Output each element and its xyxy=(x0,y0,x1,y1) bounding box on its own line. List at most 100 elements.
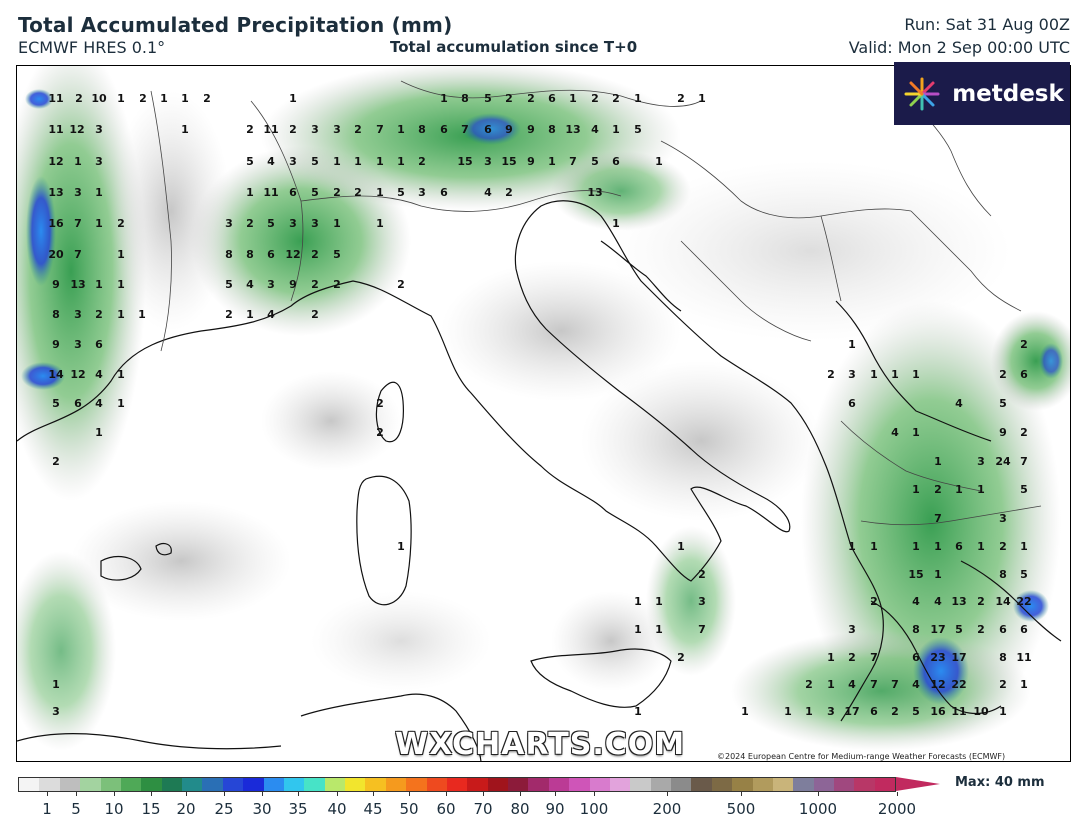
precip-value-label: 1 xyxy=(612,217,620,230)
precip-value-label: 7 xyxy=(376,123,384,136)
precip-value-label: 15 xyxy=(457,155,472,168)
precip-value-label: 3 xyxy=(827,705,835,718)
precip-value-label: 1 xyxy=(397,155,405,168)
precip-value-label: 1 xyxy=(117,248,125,261)
colour-scale-tick-mark xyxy=(47,792,48,796)
precip-value-label: 1 xyxy=(827,651,835,664)
precip-value-label: 2 xyxy=(376,426,384,439)
precip-value-label: 2 xyxy=(698,568,706,581)
precip-value-label: 5 xyxy=(397,186,405,199)
precip-value-label: 3 xyxy=(52,705,60,718)
precip-value-label: 3 xyxy=(698,595,706,608)
precip-value-label: 2 xyxy=(95,308,103,321)
colour-scale-bar xyxy=(18,777,896,792)
precip-value-label: 4 xyxy=(891,426,899,439)
precip-value-label: 7 xyxy=(74,248,82,261)
colour-scale-swatch xyxy=(752,778,773,791)
precip-value-label: 8 xyxy=(52,308,60,321)
precip-value-label: 4 xyxy=(246,278,254,291)
colour-scale-swatch xyxy=(19,778,40,791)
precip-value-label: 1 xyxy=(160,92,168,105)
ecmwf-copyright: ©2024 European Centre for Medium-range W… xyxy=(717,752,1006,761)
precip-value-label: 16 xyxy=(930,705,946,718)
precip-value-label: 5 xyxy=(311,186,319,199)
precip-value-label: 9 xyxy=(505,123,513,136)
precip-value-label: 1 xyxy=(848,338,856,351)
precip-value-label: 13 xyxy=(48,186,63,199)
colour-scale-tick-label: 10 xyxy=(104,800,124,818)
precip-value-label: 10 xyxy=(91,92,107,105)
precip-value-label: 2 xyxy=(977,595,985,608)
precip-value-label: 3 xyxy=(311,217,319,230)
precip-value-label: 1 xyxy=(354,155,362,168)
precip-value-label: 2 xyxy=(333,186,341,199)
precip-value-label: 3 xyxy=(289,155,297,168)
precip-value-label: 2 xyxy=(397,278,405,291)
precip-value-label: 8 xyxy=(548,123,556,136)
colour-scale-swatch xyxy=(385,778,407,791)
precip-value-label: 9 xyxy=(52,278,60,291)
precip-value-label: 1 xyxy=(1020,540,1028,553)
precip-value-label: 1 xyxy=(95,278,103,291)
precip-value-label: 2 xyxy=(225,308,233,321)
colour-scale-swatch xyxy=(508,778,529,791)
colour-scale-swatch xyxy=(80,778,101,791)
precip-value-label: 1 xyxy=(548,155,556,168)
colour-scale-swatch xyxy=(487,778,508,791)
precip-value-label: 8 xyxy=(999,651,1007,664)
precip-value-label: 1 xyxy=(698,92,706,105)
colour-scale-swatch xyxy=(528,778,549,791)
precip-value-label: 6 xyxy=(548,92,556,105)
precip-value-label: 1 xyxy=(440,92,448,105)
precip-value-label: 3 xyxy=(95,155,103,168)
colour-scale-tick-label: 25 xyxy=(214,800,234,818)
precip-value-label: 10 xyxy=(973,705,989,718)
precip-value-label: 6 xyxy=(870,705,878,718)
precip-value-label: 6 xyxy=(1020,368,1028,381)
precip-value-label: 11 xyxy=(1016,651,1031,664)
colour-scale-tick-label: 1 xyxy=(42,800,52,818)
colour-scale-swatch xyxy=(813,778,834,791)
precip-value-label: 4 xyxy=(934,595,942,608)
colour-scale-arrow xyxy=(896,777,940,791)
chart-title: Total Accumulated Precipitation (mm) xyxy=(18,13,453,37)
colour-scale-tick-mark xyxy=(151,792,152,796)
precip-value-label: 1 xyxy=(634,595,642,608)
precip-value-label: 1 xyxy=(955,483,963,496)
precip-value-label: 1 xyxy=(95,186,103,199)
precip-value-label: 2 xyxy=(52,455,60,468)
precip-value-label: 3 xyxy=(74,186,82,199)
colour-scale-tick-label: 50 xyxy=(399,800,419,818)
precip-value-label: 2 xyxy=(75,92,83,105)
precip-value-label: 3 xyxy=(74,338,82,351)
precip-value-label: 1 xyxy=(117,308,125,321)
precip-value-label: 1 xyxy=(569,92,577,105)
colour-scale-tick-label: 40 xyxy=(327,800,347,818)
precip-value-label: 1 xyxy=(117,368,125,381)
map-value-labels: 11 2 10 1 2 1 1 211 12 3 112 1 313 3 116 7 1 220 7 19 13 1 18 3… xyxy=(48,92,1031,718)
colour-scale-swatch xyxy=(772,778,794,791)
precip-value-label: 1 xyxy=(827,678,835,691)
precip-value-label: 1 xyxy=(677,540,685,553)
precip-value-label: 2 xyxy=(612,92,620,105)
precip-value-label: 2 xyxy=(1020,426,1028,439)
precip-value-label: 2 xyxy=(311,248,319,261)
precip-value-label: 1 xyxy=(289,92,297,105)
precip-value-label: 6 xyxy=(440,186,448,199)
precip-value-label: 1 xyxy=(634,623,642,636)
precip-value-label: 12 xyxy=(48,155,63,168)
colour-scale-swatch xyxy=(609,778,631,791)
precip-value-label: 3 xyxy=(95,123,103,136)
precip-value-label: 13 xyxy=(565,123,580,136)
precip-value-label: 1 xyxy=(934,455,942,468)
precip-value-label: 1 xyxy=(934,568,942,581)
precip-value-label: 2 xyxy=(203,92,211,105)
precip-value-label: 1 xyxy=(138,308,146,321)
colour-scale-swatch xyxy=(589,778,610,791)
precip-value-label: 5 xyxy=(999,397,1007,410)
precip-value-label: 5 xyxy=(484,92,492,105)
precip-value-label: 7 xyxy=(461,123,469,136)
precip-value-label: 4 xyxy=(95,397,103,410)
precip-value-label: 6 xyxy=(955,540,963,553)
precip-value-label: 1 xyxy=(376,217,384,230)
